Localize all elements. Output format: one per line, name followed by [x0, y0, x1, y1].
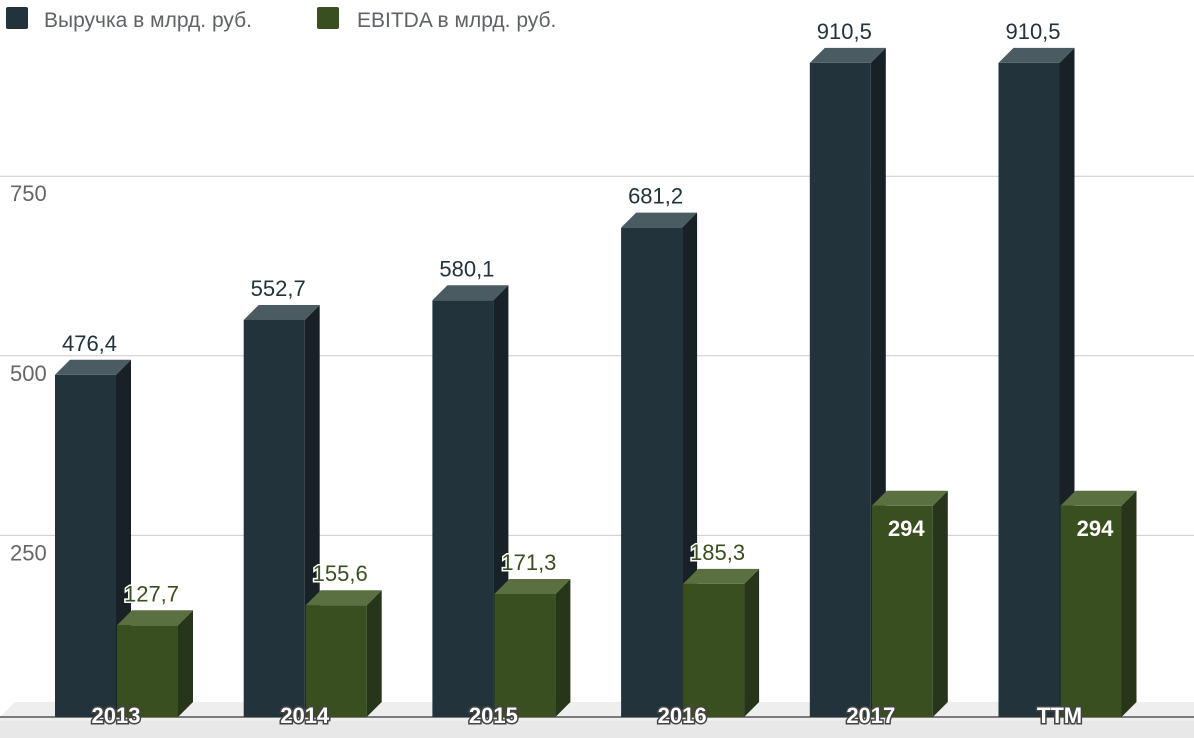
revenue-bar-2016-front	[621, 227, 683, 717]
revenue-bar-2015-top	[432, 285, 509, 301]
ebitda-bar-TTM-side	[1121, 490, 1137, 717]
legend-label-ebitda: EBITDA в млрд. руб.	[357, 9, 556, 32]
revenue-bar-2013-front	[55, 374, 116, 717]
ebitda-bar-2016	[683, 568, 760, 717]
ebitda-bar-TTM-top	[1060, 490, 1137, 506]
ebitda-bar-2013-front	[117, 625, 178, 717]
legend-swatch-revenue	[6, 7, 28, 29]
ebitda-bar-2016-side	[744, 568, 760, 717]
ebitda-bar-2017	[871, 490, 948, 717]
ebitda-bar-TTM	[1060, 490, 1137, 717]
revenue-bar-2015-value-label: 580,1	[439, 256, 494, 281]
revenue-bar-TTM-value-label: 910,5	[1005, 19, 1060, 44]
revenue-bar-2016-top	[621, 212, 698, 228]
revenue-bar-2015	[432, 285, 509, 717]
bars	[55, 47, 1137, 718]
ebitda-bar-2015-front	[494, 593, 556, 717]
revenue-bar-2014-front	[243, 319, 305, 717]
revenue-bar-2015-front	[432, 300, 494, 717]
floor-base	[0, 721, 1194, 738]
x-tick-label-2013: 2013	[92, 703, 141, 728]
revenue-bar-2013-value-label: 476,4	[62, 331, 117, 356]
revenue-bar-2017-value-label: 910,5	[817, 19, 872, 44]
ebitda-bar-2013-side	[178, 610, 193, 717]
x-tick-label-2014: 2014	[280, 703, 330, 728]
revenue-bar-2016-value-label: 681,2	[628, 184, 683, 209]
ebitda-bar-TTM-front	[1060, 505, 1122, 717]
ebitda-bar-2014-side	[366, 590, 382, 717]
ebitda-bar-2013	[117, 610, 193, 717]
x-tick-label-TTM: TTM	[1037, 703, 1082, 728]
ebitda-bar-2015-side	[555, 578, 571, 717]
ebitda-bar-2015	[494, 578, 571, 717]
revenue-bar-2014-value-label: 552,7	[251, 276, 306, 301]
ebitda-bar-2017-top	[871, 490, 948, 506]
ebitda-bar-2016-top	[683, 568, 760, 584]
x-tick-label-2016: 2016	[658, 703, 707, 728]
ebitda-bar-2017-front	[871, 505, 933, 717]
revenue-bar-TTM-front	[998, 62, 1060, 718]
ebitda-bar-2017-side	[932, 490, 948, 717]
gridlines: 250 500 750	[0, 175, 1194, 565]
ebitda-bar-2014	[305, 590, 382, 717]
y-tick-label: 750	[10, 181, 47, 206]
ebitda-bar-2014-front	[305, 605, 367, 717]
category-labels: 2013 2014 2015 2016 2017 TTM	[90, 702, 1084, 730]
ebitda-bar-2016-value-label: 185,3	[690, 540, 745, 565]
legend-swatch-ebitda	[317, 7, 339, 29]
ebitda-bar-2016-front	[683, 583, 745, 717]
legend-label-revenue: Выручка в млрд. руб.	[44, 9, 252, 32]
revenue-bar-2017-front	[809, 62, 871, 718]
ebitda-bar-2013-top	[117, 610, 193, 626]
y-tick-label: 250	[10, 540, 47, 565]
y-tick-label: 500	[10, 361, 47, 386]
ebitda-bar-2017-value-label: 294	[888, 516, 925, 541]
ebitda-bar-2013-value-label: 127,7	[124, 581, 179, 606]
legend: Выручка в млрд. руб. EBITDA в млрд. руб.	[6, 7, 556, 32]
ebitda-bar-TTM-value-label: 294	[1077, 516, 1114, 541]
ebitda-bar-2015-top	[494, 578, 571, 594]
ebitda-bar-2015-value-label: 171,3	[501, 550, 556, 575]
revenue-bar-TTM-top	[998, 47, 1075, 63]
revenue-bar-2014-top	[243, 304, 320, 320]
revenue-bar-2017-top	[809, 47, 886, 63]
data-labels: 476,4 127,7 552,7 155,6 580,1 171,3 681,2 185,3…	[62, 19, 1114, 608]
ebitda-bar-2014-value-label: 155,6	[313, 561, 368, 586]
x-tick-label-2017: 2017	[846, 703, 895, 728]
revenue-bar-2014	[243, 304, 320, 717]
revenue-bar-2013-top	[55, 359, 131, 375]
ebitda-bar-2014-top	[305, 590, 382, 606]
x-tick-label-2015: 2015	[469, 703, 518, 728]
